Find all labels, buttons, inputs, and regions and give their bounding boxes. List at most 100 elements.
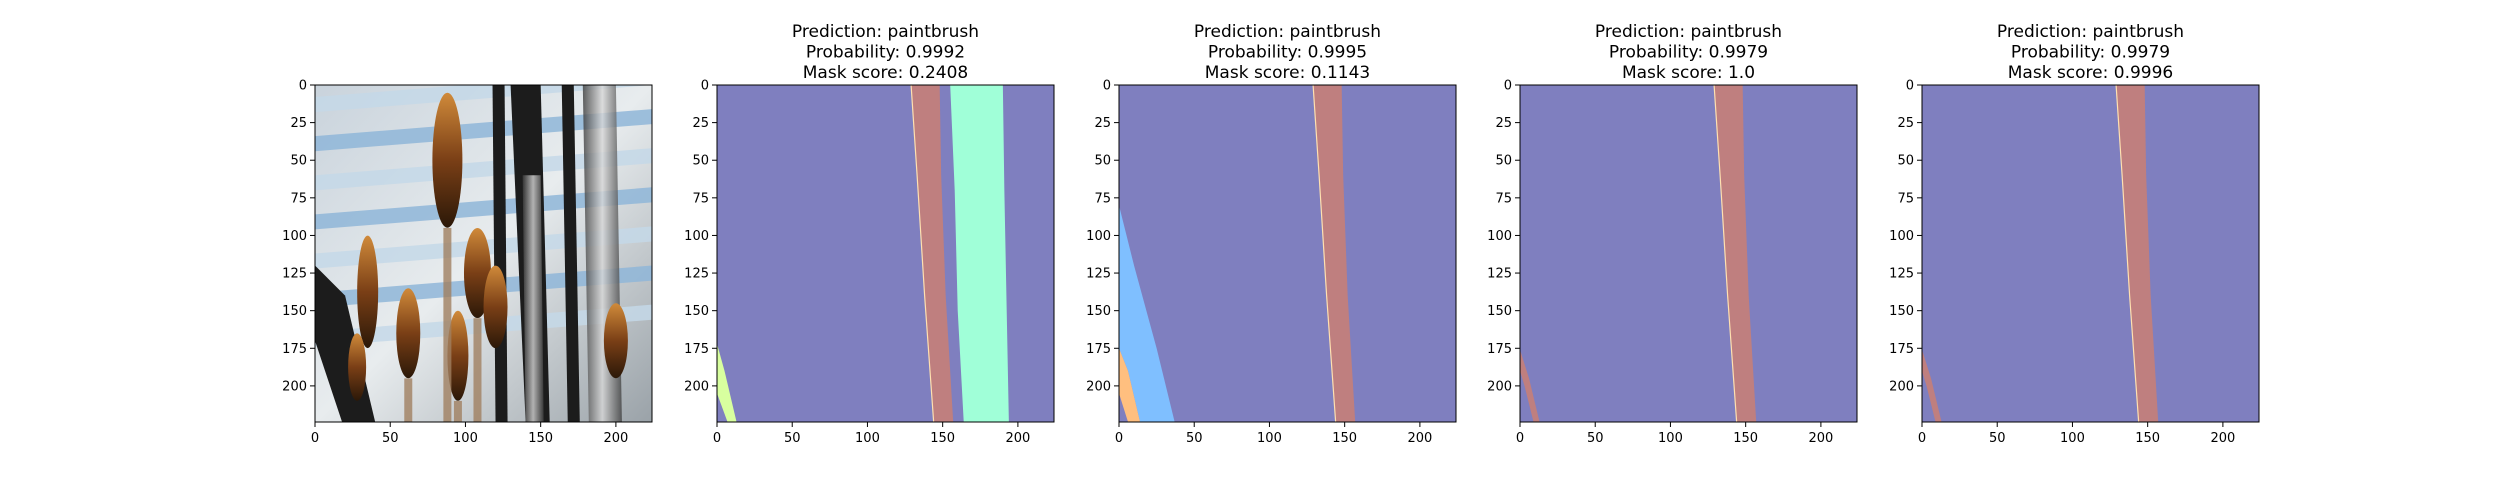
panel-5: 0 50 100 150 200 0 25 50 75 100 125 150 175 200 Predic… xyxy=(1889,22,2260,446)
x-tick-label: 150 xyxy=(2135,431,2160,446)
mask-region-segment-orange xyxy=(1119,348,1141,422)
photo-bristle-tuft xyxy=(357,235,379,349)
title-probability: Probability: 0.9995 xyxy=(1208,43,1367,63)
title-prediction: Prediction: paintbrush xyxy=(1595,22,1782,42)
axes-frame xyxy=(1118,84,1457,423)
panel-image xyxy=(1119,85,1456,422)
title-probability: Probability: 0.9979 xyxy=(2011,43,2170,63)
y-tick-label: 0 xyxy=(701,79,709,94)
y-tick-label: 75 xyxy=(290,191,307,206)
title-probability: Probability: 0.9992 xyxy=(806,43,965,63)
y-tick-label: 50 xyxy=(1897,154,1914,169)
panel-3: 0 50 100 150 200 0 25 50 75 100 125 150 175 200 Predic… xyxy=(1086,22,1457,446)
x-tick-label: 150 xyxy=(1332,431,1357,446)
photo-brush-shaft xyxy=(443,227,452,422)
y-tick-label: 75 xyxy=(1897,191,1914,206)
x-tick-label: 150 xyxy=(528,431,553,446)
y-tick-label: 175 xyxy=(1487,342,1512,357)
photo-bristle-tuft xyxy=(396,288,421,379)
y-tick-label: 100 xyxy=(1487,229,1512,244)
y-tick-label: 25 xyxy=(1094,116,1111,131)
y-tick-label: 150 xyxy=(1086,304,1111,319)
y-tick-label: 125 xyxy=(1086,267,1111,282)
x-tick-label: 200 xyxy=(2210,431,2235,446)
y-tick-label: 100 xyxy=(684,229,709,244)
axes-frame xyxy=(716,84,1055,423)
x-tick-label: 50 xyxy=(1186,431,1203,446)
y-tick-label: 75 xyxy=(1094,191,1111,206)
title-prediction: Prediction: paintbrush xyxy=(1194,22,1381,42)
photo-bristle-tuft xyxy=(432,92,463,228)
title-mask-score: Mask score: 0.1143 xyxy=(1205,63,1370,83)
mask-region-brush-handle xyxy=(1922,349,1942,422)
y-tick-label: 125 xyxy=(1487,267,1512,282)
mask-background xyxy=(1520,85,1857,422)
y-tick-label: 50 xyxy=(692,154,709,169)
y-tick-label: 75 xyxy=(692,191,709,206)
y-tick-label: 175 xyxy=(684,342,709,357)
mask-region-brush-handle xyxy=(911,85,954,422)
mask-edge-line xyxy=(910,85,935,422)
title-mask-score: Mask score: 0.2408 xyxy=(803,63,968,83)
mask-background xyxy=(1119,85,1456,422)
y-tick-label: 200 xyxy=(1487,379,1512,394)
x-tick-label: 50 xyxy=(382,431,399,446)
y-tick-label: 200 xyxy=(1086,379,1111,394)
x-tick-label: 150 xyxy=(930,431,955,446)
title-probability: Probability: 0.9979 xyxy=(1609,43,1768,63)
axes-frame xyxy=(1519,84,1858,423)
y-tick-label: 100 xyxy=(1086,229,1111,244)
mask-background xyxy=(1922,85,2259,422)
title-prediction: Prediction: paintbrush xyxy=(1997,22,2184,42)
photo-metal-ferrule xyxy=(522,175,544,422)
mask-region-brush-handle xyxy=(1313,85,1356,422)
mask-region-segment-blue xyxy=(1119,205,1175,422)
x-tick-label: 0 xyxy=(1516,431,1524,446)
panel-4: 0 50 100 150 200 0 25 50 75 100 125 150 175 200 Predic… xyxy=(1487,22,1858,446)
y-tick-label: 150 xyxy=(282,304,307,319)
x-tick-label: 0 xyxy=(713,431,721,446)
x-tick-label: 100 xyxy=(1658,431,1683,446)
x-tick-label: 150 xyxy=(1733,431,1758,446)
y-tick-label: 150 xyxy=(1889,304,1914,319)
x-tick-label: 100 xyxy=(453,431,478,446)
y-tick-label: 125 xyxy=(684,267,709,282)
y-tick-label: 200 xyxy=(1889,379,1914,394)
x-tick-label: 0 xyxy=(1115,431,1123,446)
mask-edge-line xyxy=(2115,85,2140,422)
y-tick-label: 175 xyxy=(282,342,307,357)
photo-brush-shaft xyxy=(453,400,462,422)
y-tick-label: 75 xyxy=(1495,191,1512,206)
photo-bristle-tuft xyxy=(348,333,367,401)
x-tick-label: 100 xyxy=(2060,431,2085,446)
mask-edge-line xyxy=(1713,85,1738,422)
y-tick-label: 150 xyxy=(684,304,709,319)
x-tick-label: 200 xyxy=(1005,431,1030,446)
photo-bristle-tuft xyxy=(603,303,628,379)
x-tick-label: 0 xyxy=(1918,431,1926,446)
photo-bristle-tuft xyxy=(447,310,469,401)
y-tick-label: 50 xyxy=(290,154,307,169)
y-tick-label: 200 xyxy=(282,379,307,394)
mask-region-brush-handle xyxy=(1714,85,1757,422)
y-tick-label: 0 xyxy=(1103,79,1111,94)
y-tick-label: 200 xyxy=(684,379,709,394)
panel-1: 0 50 100 150 200 0 25 50 75 100 125 150 175 200 xyxy=(282,79,653,446)
x-tick-label: 50 xyxy=(784,431,801,446)
title-prediction: Prediction: paintbrush xyxy=(792,22,979,42)
panel-image xyxy=(1520,85,1857,422)
mask-region-segment-yellow-green xyxy=(717,343,737,422)
panel-image xyxy=(315,85,652,422)
mask-edge-line xyxy=(1312,85,1337,422)
y-tick-label: 150 xyxy=(1487,304,1512,319)
x-tick-label: 50 xyxy=(1989,431,2006,446)
x-tick-label: 50 xyxy=(1587,431,1604,446)
x-tick-label: 0 xyxy=(311,431,319,446)
panel-image xyxy=(1922,85,2259,422)
y-tick-label: 100 xyxy=(282,229,307,244)
y-tick-label: 50 xyxy=(1495,154,1512,169)
y-tick-label: 0 xyxy=(1906,79,1914,94)
photo-brush-shaft xyxy=(473,318,482,422)
y-tick-label: 175 xyxy=(1889,342,1914,357)
